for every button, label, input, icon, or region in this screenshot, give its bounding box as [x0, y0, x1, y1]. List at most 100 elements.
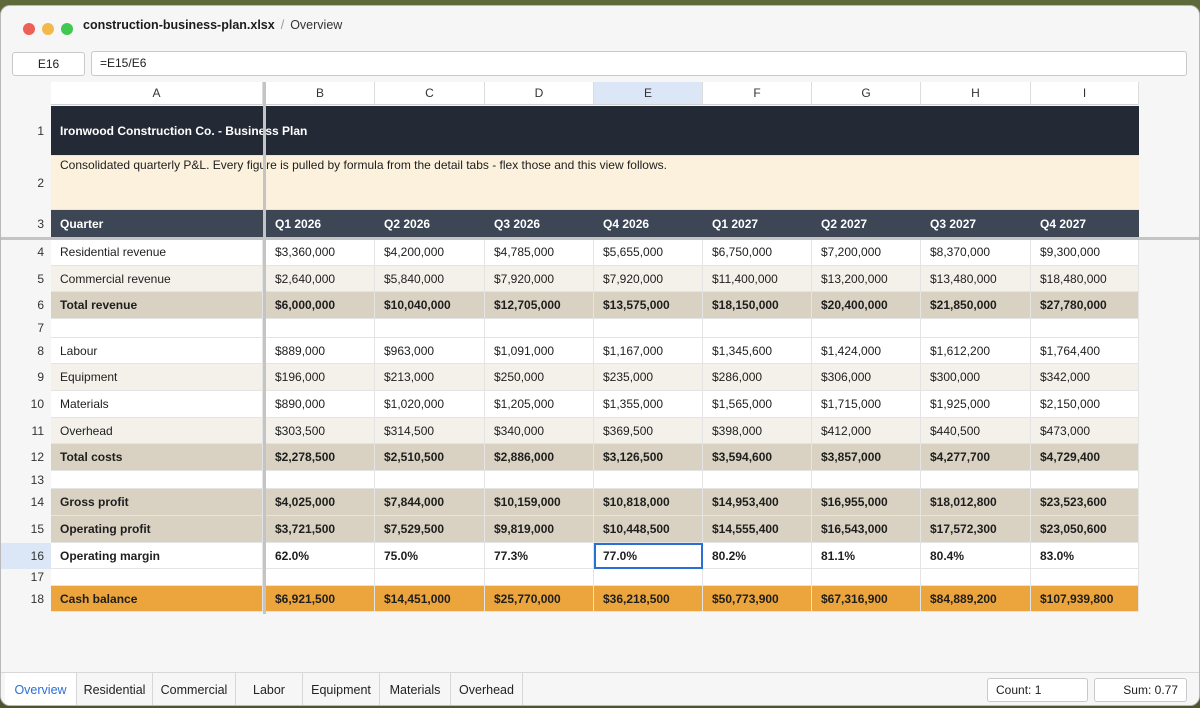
- cell-i11[interactable]: $473,000: [1031, 418, 1139, 444]
- row-header-7[interactable]: 7: [1, 319, 51, 338]
- cell-f16[interactable]: 80.2%: [703, 543, 812, 569]
- cell-c6[interactable]: $10,040,000: [375, 292, 485, 319]
- cell-f5[interactable]: $11,400,000: [703, 266, 812, 292]
- cell-b17[interactable]: [266, 569, 375, 586]
- row-header-10[interactable]: 10: [1, 391, 51, 418]
- cell-a12[interactable]: Total costs: [51, 444, 263, 471]
- zoom-window-button[interactable]: [61, 23, 73, 35]
- cell-i17[interactable]: [1031, 569, 1139, 586]
- cell-i4[interactable]: $9,300,000: [1031, 239, 1139, 266]
- cell-f3[interactable]: Q1 2027: [703, 210, 812, 239]
- cell-h9[interactable]: $300,000: [921, 364, 1031, 391]
- cell-g4[interactable]: $7,200,000: [812, 239, 921, 266]
- column-header-h[interactable]: H: [921, 82, 1031, 105]
- cell-b8[interactable]: $889,000: [266, 338, 375, 364]
- cell-e18[interactable]: $36,218,500: [594, 586, 703, 612]
- cell-h4[interactable]: $8,370,000: [921, 239, 1031, 266]
- cell-d7[interactable]: [485, 319, 594, 338]
- close-window-button[interactable]: [23, 23, 35, 35]
- cell-g12[interactable]: $3,857,000: [812, 444, 921, 471]
- column-header-g[interactable]: G: [812, 82, 921, 105]
- cell-a9[interactable]: Equipment: [51, 364, 263, 391]
- cell-e15[interactable]: $10,448,500: [594, 516, 703, 543]
- cell-c16[interactable]: 75.0%: [375, 543, 485, 569]
- cell-g15[interactable]: $16,543,000: [812, 516, 921, 543]
- cell-g6[interactable]: $20,400,000: [812, 292, 921, 319]
- cell-c15[interactable]: $7,529,500: [375, 516, 485, 543]
- cell-a16[interactable]: Operating margin: [51, 543, 263, 569]
- cell-i3[interactable]: Q4 2027: [1031, 210, 1139, 239]
- cell-a10[interactable]: Materials: [51, 391, 263, 418]
- cell-g9[interactable]: $306,000: [812, 364, 921, 391]
- cell-g16[interactable]: 81.1%: [812, 543, 921, 569]
- cell-e10[interactable]: $1,355,000: [594, 391, 703, 418]
- sheet-tab-equipment[interactable]: Equipment: [303, 673, 380, 705]
- cell-a11[interactable]: Overhead: [51, 418, 263, 444]
- row-header-1[interactable]: 1: [1, 106, 51, 156]
- cell-a18[interactable]: Cash balance: [51, 586, 263, 612]
- selected-cell[interactable]: 77.0%: [594, 543, 703, 569]
- cell-d4[interactable]: $4,785,000: [485, 239, 594, 266]
- cell-h3[interactable]: Q3 2027: [921, 210, 1031, 239]
- cell-f15[interactable]: $14,555,400: [703, 516, 812, 543]
- cell-i10[interactable]: $2,150,000: [1031, 391, 1139, 418]
- cell-d18[interactable]: $25,770,000: [485, 586, 594, 612]
- row-header-8[interactable]: 8: [1, 338, 51, 364]
- cell-i5[interactable]: $18,480,000: [1031, 266, 1139, 292]
- cell-h18[interactable]: $84,889,200: [921, 586, 1031, 612]
- cell-f13[interactable]: [703, 471, 812, 489]
- sheet-title-cell[interactable]: Ironwood Construction Co. - Business Pla…: [51, 106, 1139, 156]
- row-header-9[interactable]: 9: [1, 364, 51, 391]
- row-header-18[interactable]: 18: [1, 586, 51, 612]
- cell-e13[interactable]: [594, 471, 703, 489]
- cell-a15[interactable]: Operating profit: [51, 516, 263, 543]
- cell-i8[interactable]: $1,764,400: [1031, 338, 1139, 364]
- cell-d15[interactable]: $9,819,000: [485, 516, 594, 543]
- cell-i12[interactable]: $4,729,400: [1031, 444, 1139, 471]
- cell-e4[interactable]: $5,655,000: [594, 239, 703, 266]
- cell-d14[interactable]: $10,159,000: [485, 489, 594, 516]
- column-header-f[interactable]: F: [703, 82, 812, 105]
- cell-d5[interactable]: $7,920,000: [485, 266, 594, 292]
- cell-i6[interactable]: $27,780,000: [1031, 292, 1139, 319]
- cell-d11[interactable]: $340,000: [485, 418, 594, 444]
- cell-d12[interactable]: $2,886,000: [485, 444, 594, 471]
- cell-h15[interactable]: $17,572,300: [921, 516, 1031, 543]
- cell-d6[interactable]: $12,705,000: [485, 292, 594, 319]
- cell-b5[interactable]: $2,640,000: [266, 266, 375, 292]
- cell-d17[interactable]: [485, 569, 594, 586]
- column-header-c[interactable]: C: [375, 82, 485, 105]
- sheet-note-cell[interactable]: Consolidated quarterly P&L. Every figure…: [51, 156, 1139, 210]
- cell-c5[interactable]: $5,840,000: [375, 266, 485, 292]
- cell-e12[interactable]: $3,126,500: [594, 444, 703, 471]
- cell-c8[interactable]: $963,000: [375, 338, 485, 364]
- cell-c3[interactable]: Q2 2026: [375, 210, 485, 239]
- cell-g13[interactable]: [812, 471, 921, 489]
- cell-f4[interactable]: $6,750,000: [703, 239, 812, 266]
- cell-b12[interactable]: $2,278,500: [266, 444, 375, 471]
- cell-f8[interactable]: $1,345,600: [703, 338, 812, 364]
- cell-c12[interactable]: $2,510,500: [375, 444, 485, 471]
- row-header-15[interactable]: 15: [1, 516, 51, 543]
- sheet-tab-overhead[interactable]: Overhead: [451, 673, 523, 705]
- cell-g10[interactable]: $1,715,000: [812, 391, 921, 418]
- cell-b18[interactable]: $6,921,500: [266, 586, 375, 612]
- cell-h16[interactable]: 80.4%: [921, 543, 1031, 569]
- cell-b4[interactable]: $3,360,000: [266, 239, 375, 266]
- cell-d16[interactable]: 77.3%: [485, 543, 594, 569]
- sheet-tab-residential[interactable]: Residential: [77, 673, 153, 705]
- column-header-d[interactable]: D: [485, 82, 594, 105]
- cell-a13[interactable]: [51, 471, 263, 489]
- cell-e11[interactable]: $369,500: [594, 418, 703, 444]
- row-header-17[interactable]: 17: [1, 569, 51, 586]
- cell-f12[interactable]: $3,594,600: [703, 444, 812, 471]
- column-header-e[interactable]: E: [594, 82, 703, 105]
- cell-b11[interactable]: $303,500: [266, 418, 375, 444]
- name-box[interactable]: E16: [12, 52, 85, 76]
- sheet-tab-overview[interactable]: Overview: [5, 673, 77, 705]
- cell-e17[interactable]: [594, 569, 703, 586]
- row-header-4[interactable]: 4: [1, 239, 51, 266]
- cell-c17[interactable]: [375, 569, 485, 586]
- cell-a6[interactable]: Total revenue: [51, 292, 263, 319]
- cell-b6[interactable]: $6,000,000: [266, 292, 375, 319]
